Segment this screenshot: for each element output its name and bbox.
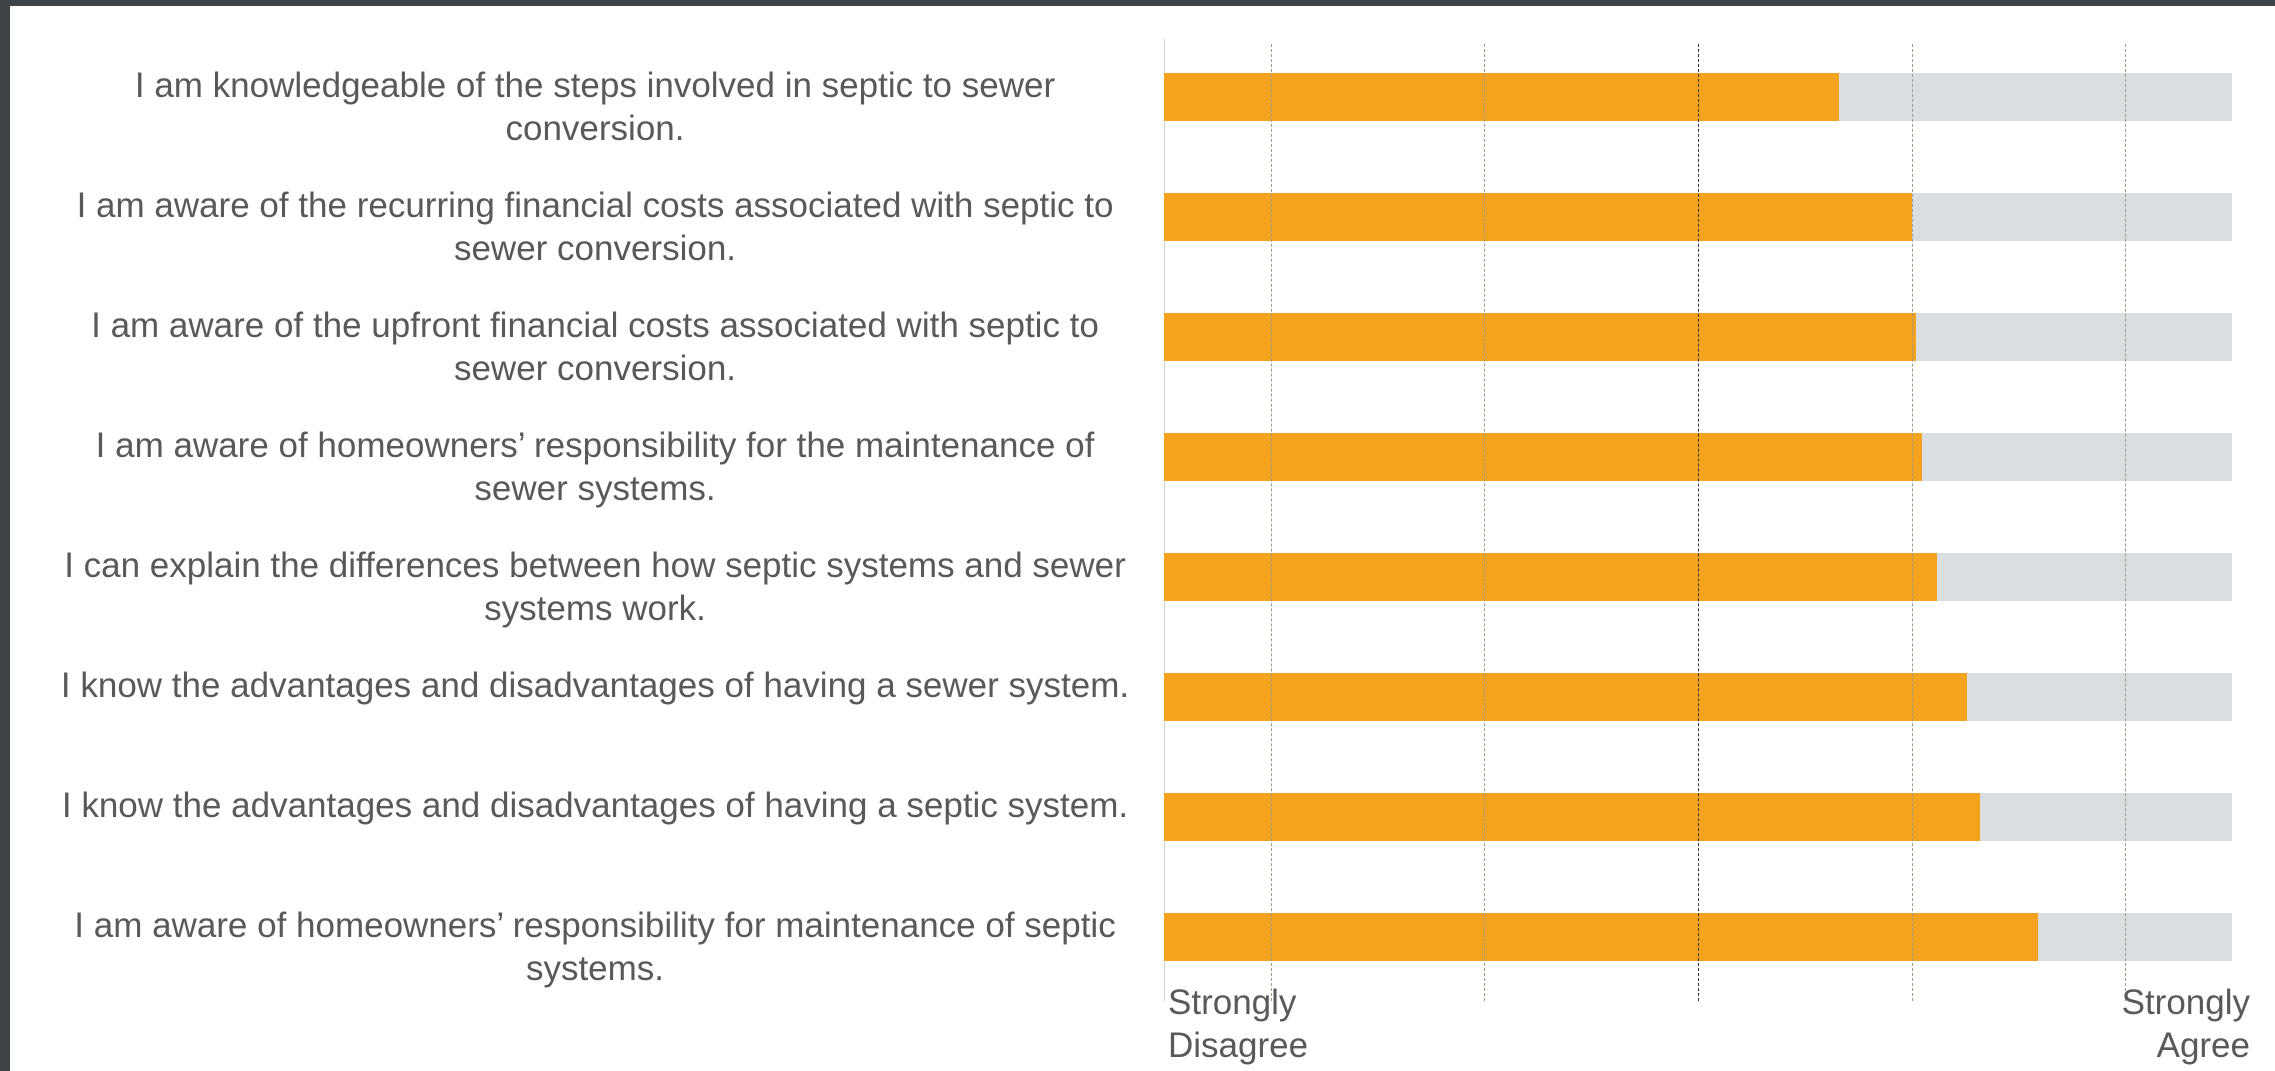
category-label: I am aware of homeowners’ responsibility…: [74, 906, 1116, 988]
axis-end-label: Strongly Disagree: [1168, 983, 1309, 1065]
bar: [1164, 193, 1912, 241]
category-label: I am aware of the upfront financial cost…: [91, 306, 1099, 388]
axis-end-label: Strongly Agree: [2121, 983, 2250, 1065]
bar: [1164, 553, 1938, 601]
category-label: I know the advantages and disadvantages …: [61, 786, 1129, 825]
axis-line: [1164, 39, 1165, 1001]
category-label: I am knowledgeable of the steps involved…: [134, 66, 1056, 148]
category-label: I know the advantages and disadvantages …: [60, 666, 1130, 705]
bar: [1164, 73, 1839, 121]
grid-line: [1270, 44, 1272, 1001]
bar: [1164, 913, 2038, 961]
chart: I am knowledgeable of the steps involved…: [10, 6, 2275, 1071]
grid-line: [1911, 44, 1913, 1001]
grid-line: [1698, 44, 1699, 1001]
bar: [1164, 793, 1980, 841]
bar: [1164, 313, 1916, 361]
bar: [1164, 433, 1923, 481]
bar: [1164, 673, 1968, 721]
category-label: I am aware of homeowners’ responsibility…: [95, 426, 1095, 508]
category-label: I can explain the differences between ho…: [64, 546, 1126, 628]
category-label: I am aware of the recurring financial co…: [76, 186, 1114, 268]
grid-line: [2125, 44, 2127, 1001]
grid-line: [1484, 44, 1486, 1001]
